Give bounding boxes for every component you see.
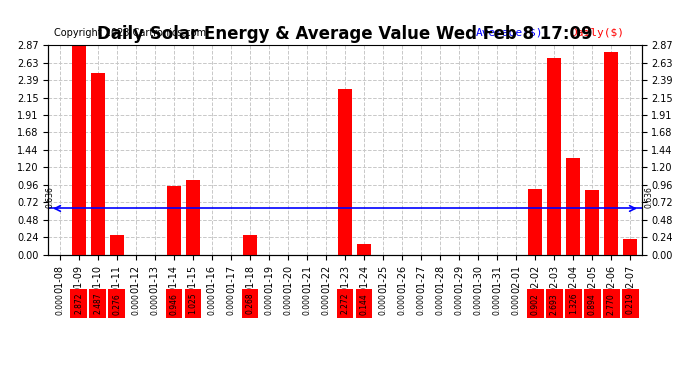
Text: 0.276: 0.276: [112, 293, 121, 315]
Text: 0.000: 0.000: [264, 293, 273, 315]
Text: 0.946: 0.946: [169, 293, 178, 315]
Bar: [243, 236, 257, 255]
Text: 1.025: 1.025: [188, 293, 197, 314]
Text: 0.902: 0.902: [531, 293, 540, 315]
Text: 0.000: 0.000: [55, 293, 64, 315]
Text: 0.000: 0.000: [322, 293, 331, 315]
Text: 0.636: 0.636: [46, 187, 55, 209]
Text: 2.487: 2.487: [93, 293, 102, 314]
Text: 2.693: 2.693: [550, 293, 559, 315]
Bar: [186, 180, 200, 255]
Text: 0.219: 0.219: [626, 293, 635, 314]
Text: 0.268: 0.268: [246, 293, 255, 314]
Bar: [623, 239, 638, 255]
Title: Daily Solar Energy & Average Value Wed Feb 8 17:09: Daily Solar Energy & Average Value Wed F…: [97, 26, 593, 44]
Bar: [338, 89, 352, 255]
Text: Copyright 2023 Cartronics.com: Copyright 2023 Cartronics.com: [55, 28, 206, 38]
Text: 2.272: 2.272: [340, 293, 350, 314]
Text: 0.144: 0.144: [359, 293, 368, 315]
Text: 0.000: 0.000: [493, 293, 502, 315]
Bar: [167, 186, 181, 255]
Text: 0.000: 0.000: [226, 293, 235, 315]
Text: 0.000: 0.000: [512, 293, 521, 315]
Text: 1.326: 1.326: [569, 293, 578, 314]
Bar: [566, 158, 580, 255]
Bar: [604, 53, 618, 255]
Bar: [528, 189, 542, 255]
Text: 0.636: 0.636: [644, 187, 653, 209]
Text: Daily($): Daily($): [571, 28, 624, 38]
Text: 0.000: 0.000: [455, 293, 464, 315]
Bar: [585, 190, 600, 255]
Text: 0.000: 0.000: [435, 293, 444, 315]
Text: 0.000: 0.000: [397, 293, 406, 315]
Text: Average($): Average($): [475, 28, 543, 38]
Text: 0.000: 0.000: [379, 293, 388, 315]
Bar: [110, 235, 124, 255]
Bar: [357, 244, 371, 255]
Text: 0.000: 0.000: [417, 293, 426, 315]
Bar: [547, 58, 562, 255]
Text: 2.872: 2.872: [75, 293, 83, 314]
Bar: [72, 45, 86, 255]
Text: 0.000: 0.000: [131, 293, 140, 315]
Text: 0.000: 0.000: [284, 293, 293, 315]
Bar: [90, 73, 105, 255]
Text: 0.000: 0.000: [150, 293, 159, 315]
Text: 0.000: 0.000: [302, 293, 311, 315]
Text: 2.770: 2.770: [607, 293, 615, 315]
Text: 0.000: 0.000: [473, 293, 482, 315]
Text: 0.000: 0.000: [208, 293, 217, 315]
Text: 0.894: 0.894: [588, 293, 597, 315]
